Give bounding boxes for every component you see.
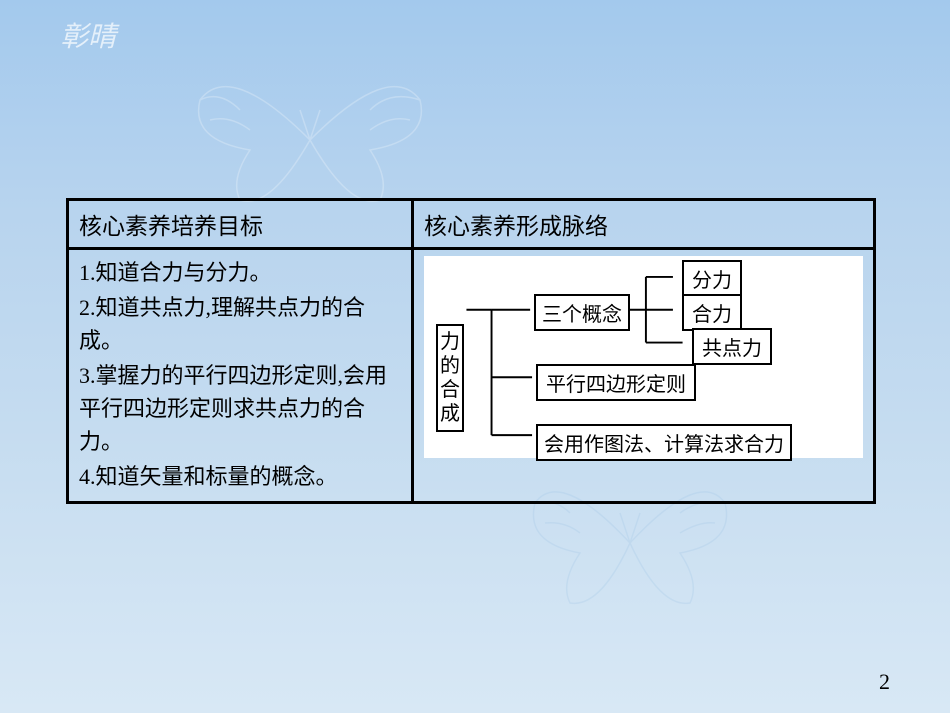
page-number: 2 bbox=[879, 669, 890, 695]
diagram-root: 力 的 合 成 bbox=[436, 324, 464, 432]
goals-cell: 1.知道合力与分力。 2.知道共点力,理解共点力的合成。 3.掌握力的平行四边形… bbox=[68, 249, 413, 503]
concept-diagram: 力 的 合 成 三个概念 分力 合力 共点力 平行四边形定则 会用作图法、计算法… bbox=[424, 256, 863, 458]
root-char-1: 力 bbox=[440, 330, 460, 354]
content-table: 核心素养培养目标 核心素养形成脉络 1.知道合力与分力。 2.知道共点力,理解共… bbox=[66, 198, 876, 504]
goal-2: 2.知道共点力,理解共点力的合成。 bbox=[79, 291, 401, 357]
goal-4: 4.知道矢量和标量的概念。 bbox=[79, 460, 401, 493]
diagram-leaf-heli: 合力 bbox=[682, 294, 742, 331]
diagram-cell: 力 的 合 成 三个概念 分力 合力 共点力 平行四边形定则 会用作图法、计算法… bbox=[413, 249, 875, 503]
root-char-3: 合 bbox=[440, 378, 460, 402]
signature-text: 彰晴 bbox=[60, 15, 116, 55]
root-char-4: 成 bbox=[440, 402, 460, 426]
root-char-2: 的 bbox=[440, 354, 460, 378]
header-left: 核心素养培养目标 bbox=[68, 200, 413, 249]
diagram-branch-concepts: 三个概念 bbox=[534, 294, 630, 331]
goal-1: 1.知道合力与分力。 bbox=[79, 256, 401, 289]
diagram-leaf-gongdianli: 共点力 bbox=[692, 328, 772, 365]
header-right: 核心素养形成脉络 bbox=[413, 200, 875, 249]
diagram-branch-method: 会用作图法、计算法求合力 bbox=[536, 424, 792, 461]
goal-3: 3.掌握力的平行四边形定则,会用平行四边形定则求共点力的合力。 bbox=[79, 359, 401, 458]
diagram-branch-parallel: 平行四边形定则 bbox=[536, 364, 696, 401]
diagram-leaf-fenli: 分力 bbox=[682, 260, 742, 297]
